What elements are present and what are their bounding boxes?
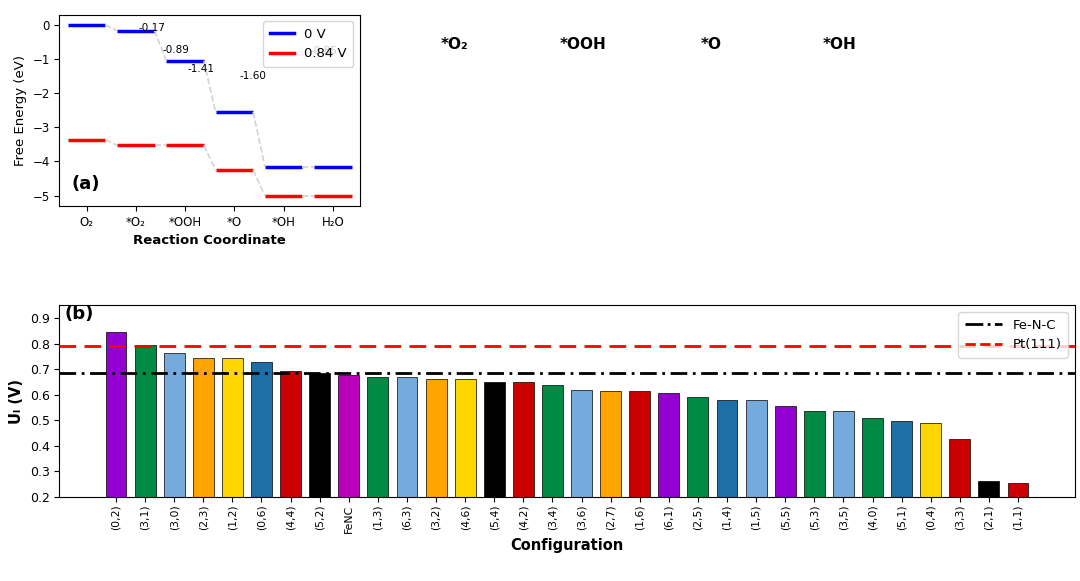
Bar	[745, 400, 767, 548]
Text: -0.17: -0.17	[138, 23, 165, 33]
Bar	[164, 353, 185, 548]
X-axis label: Reaction Coordinate: Reaction Coordinate	[133, 234, 286, 247]
Text: *OH: *OH	[823, 38, 856, 52]
Bar	[455, 379, 475, 548]
Bar	[367, 377, 389, 548]
Text: -1.41: -1.41	[188, 63, 215, 74]
Bar	[920, 423, 941, 548]
Y-axis label: Free Energy (eV): Free Energy (eV)	[14, 55, 27, 166]
Bar	[630, 391, 650, 548]
Bar	[978, 480, 999, 548]
Text: *OOH: *OOH	[559, 38, 607, 52]
Bar	[280, 371, 301, 548]
Y-axis label: Uₗ (V): Uₗ (V)	[9, 379, 24, 424]
Text: *O₂: *O₂	[441, 38, 469, 52]
Bar	[513, 382, 534, 548]
Bar	[716, 400, 738, 548]
Bar	[833, 411, 854, 548]
Bar	[426, 379, 446, 548]
Bar	[1008, 483, 1028, 548]
Bar	[396, 377, 418, 548]
Bar	[804, 411, 825, 548]
Bar	[891, 421, 913, 548]
Bar	[542, 385, 563, 548]
Text: *O: *O	[701, 38, 723, 52]
Bar	[193, 358, 214, 548]
Text: -0.85: -0.85	[311, 46, 338, 56]
Text: (b): (b)	[65, 305, 94, 323]
Text: -0.89: -0.89	[163, 45, 190, 55]
Bar	[106, 332, 126, 548]
Bar	[600, 391, 621, 548]
Bar	[571, 390, 592, 548]
Bar	[309, 373, 330, 548]
X-axis label: Configuration: Configuration	[511, 538, 623, 553]
Legend: Fe-N-C, Pt(111): Fe-N-C, Pt(111)	[958, 312, 1068, 358]
Bar	[659, 393, 679, 548]
Text: (a): (a)	[71, 175, 100, 193]
Bar	[484, 382, 504, 548]
Bar	[949, 439, 970, 548]
Bar	[135, 345, 156, 548]
Bar	[688, 397, 708, 548]
Bar	[862, 418, 883, 548]
Bar	[251, 362, 272, 548]
Bar	[774, 406, 796, 548]
Bar	[221, 358, 243, 548]
Bar	[338, 375, 360, 548]
Text: -1.60: -1.60	[240, 71, 266, 81]
Legend: 0 V, 0.84 V: 0 V, 0.84 V	[264, 21, 353, 67]
